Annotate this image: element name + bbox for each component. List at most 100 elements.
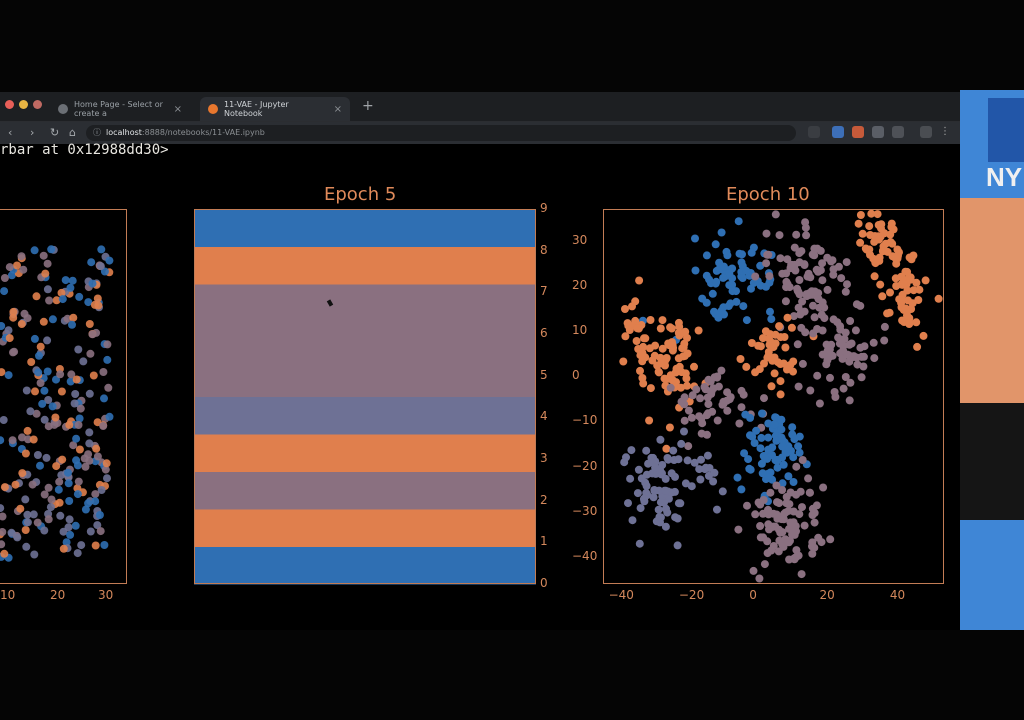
menu-kebab-icon[interactable]: ⋮ [940,126,950,137]
scatter-point [764,433,773,442]
scatter-point [800,521,809,530]
scatter-point [804,474,813,483]
tab-jupyter-notebook[interactable]: 11-VAE - Jupyter Notebook × [200,97,350,121]
tab-label: 11-VAE - Jupyter Notebook [224,100,289,118]
scatter-point [670,456,679,464]
scatter-point [885,308,894,317]
band-row [194,284,536,322]
scatter-point [58,295,67,304]
scatter-point [55,498,64,507]
tab-bar: Home Page - Select or create a × 11-VAE … [0,92,960,122]
scatter-point [79,357,88,366]
scatter-point [691,266,700,275]
scatter-point [30,550,39,559]
scatter-point [34,368,43,377]
scatter-point [809,329,818,338]
scatter-point [65,420,74,429]
scatter-point [7,528,16,537]
scatter-point [732,297,741,306]
scatter-point [702,298,711,307]
scatter-point [687,413,696,422]
scatter-point [65,497,74,505]
x-tick-label: 0 [749,588,757,602]
scatter-point [841,373,850,381]
scatter-point [856,211,865,219]
scatter-point [770,369,779,378]
scatter-point [678,344,687,353]
scatter-point [0,483,9,492]
profile-avatar-icon[interactable] [920,126,932,138]
scatter-point [870,354,879,363]
scatter-point [104,383,113,392]
scatter-point [69,441,78,450]
tab-close-icon[interactable]: × [173,103,182,115]
scatter-point [817,310,826,319]
band-row [194,471,536,510]
scatter-point [867,209,876,218]
scatter-point [66,283,75,292]
scatter-point [681,369,690,378]
scatter-point [707,389,716,398]
new-tab-button[interactable]: + [362,98,374,114]
forward-arrow-icon[interactable]: › [30,126,35,139]
bookmark-star-icon[interactable] [808,126,820,138]
scatter-point [100,394,108,403]
tab-home-page[interactable]: Home Page - Select or create a × [50,97,190,121]
scatter-point [21,526,30,534]
scatter-point [66,530,75,539]
scatter-point [93,294,102,303]
y-tick-label: −30 [572,503,598,518]
scatter-point [757,459,766,468]
scatter-point [870,272,879,281]
scatter-point [792,490,801,499]
scatter-point [665,423,674,432]
home-icon[interactable]: ⌂ [69,126,76,139]
reload-icon[interactable]: ↻ [50,126,60,139]
tab-close-icon[interactable]: × [333,103,342,115]
plot-2-frame [194,209,536,584]
scatter-point [633,489,642,498]
extension-icon[interactable] [852,126,864,138]
scatter-point [648,356,657,365]
scatter-point [903,311,911,320]
scatter-point [23,426,32,435]
extension-icon[interactable] [832,126,844,138]
back-arrow-icon[interactable]: ‹ [8,126,13,139]
scatter-point [755,365,764,374]
scatter-point [895,295,904,304]
scatter-point [759,496,768,504]
minimize-window-button[interactable] [19,100,28,109]
scatter-point [822,340,831,349]
close-window-button[interactable] [5,100,14,109]
extension-icon[interactable] [892,126,904,138]
scatter-point [793,284,802,293]
scatter-point [718,487,727,496]
scatter-point [42,453,51,462]
scatter-point [801,223,810,232]
scatter-point [94,301,103,310]
extension-icon[interactable] [872,126,884,138]
scatter-point [85,320,94,328]
scatter-point [784,506,793,515]
scatter-point [694,326,703,335]
scatter-point [663,508,672,517]
scatter-point [812,501,821,510]
maximize-window-button[interactable] [33,100,42,109]
background-wall [960,198,1024,403]
scatter-point [19,265,28,274]
scatter-point [38,399,47,408]
scatter-point [787,260,796,269]
scatter-point [43,367,52,376]
scatter-point [903,267,912,276]
info-icon: ⓘ [93,128,101,137]
scatter-point [0,436,5,445]
scatter-point [719,273,728,282]
scatter-point [859,362,868,371]
scatter-point [857,352,866,361]
scatter-point [741,410,750,419]
scatter-point [103,355,112,364]
band-row [194,396,536,435]
scatter-point [47,245,56,254]
address-bar[interactable]: ⓘ localhost:8888/notebooks/11-VAE.ipynb [86,125,796,141]
scatter-point [644,459,653,468]
